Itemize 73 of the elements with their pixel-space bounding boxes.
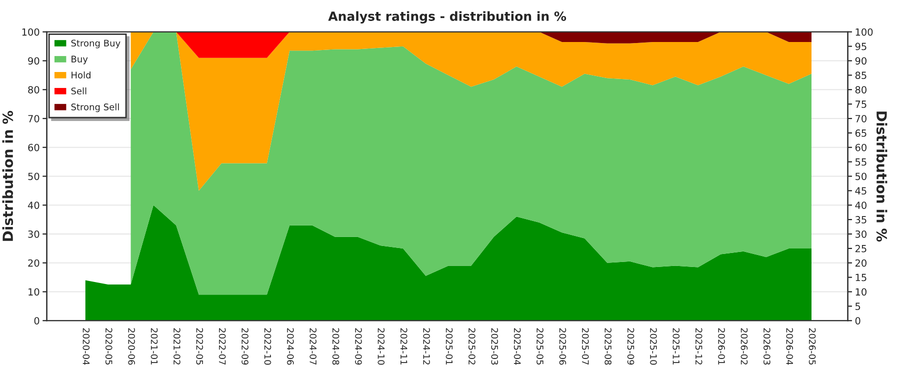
x-tick-label: 2020-06 xyxy=(128,328,135,365)
y2-tick-label: 65 xyxy=(855,129,866,137)
x-tick-label: 2026-05 xyxy=(808,328,816,364)
y2-tick-label: 60 xyxy=(855,144,866,152)
y-tick-label: 20 xyxy=(28,259,40,267)
x-tick-label: 2021-01 xyxy=(150,328,158,364)
x-tick-label: 2020-05 xyxy=(105,328,112,364)
x-tick-label: 2022-10 xyxy=(264,328,272,365)
y-tick-label: 90 xyxy=(28,57,40,65)
y2-tick-label: 70 xyxy=(856,114,866,122)
y2-tick-label: 40 xyxy=(855,202,866,209)
chart-title: Analyst ratings - distribution in % xyxy=(328,11,566,24)
y2-tick-label: 20 xyxy=(855,259,866,267)
x-tick-label: 2025-03 xyxy=(491,328,498,365)
y2-tick-label: 25 xyxy=(855,244,866,252)
y-tick-label: 40 xyxy=(28,202,40,209)
y2-tick-label: 5 xyxy=(855,302,860,310)
x-tick-label: 2020-04 xyxy=(82,328,90,365)
x-tick-label: 2026-04 xyxy=(786,328,794,365)
x-tick-label: 2024-12 xyxy=(423,328,430,364)
x-tick-label: 2025-09 xyxy=(627,328,634,365)
y2-tick-label: 85 xyxy=(855,72,866,80)
y-tick-label: 60 xyxy=(28,144,40,152)
x-tick-label: 2025-12 xyxy=(695,328,702,364)
x-tick-label: 2022-09 xyxy=(242,328,248,365)
y2-tick-label: 95 xyxy=(855,42,866,50)
y2-tick-label: 100 xyxy=(856,28,873,36)
x-tick-label: 2021-02 xyxy=(174,328,180,364)
y2-tick-label: 15 xyxy=(856,274,866,282)
y2-axis-title: Distribution in % xyxy=(876,112,888,242)
legend-label: Sell xyxy=(71,87,86,94)
x-tick-label: 2024-11 xyxy=(400,328,408,364)
y2-tick-label: 10 xyxy=(856,288,866,296)
x-tick-label: 2022-05 xyxy=(196,328,204,364)
y-tick-label: 0 xyxy=(34,317,40,324)
x-tick-label: 2025-11 xyxy=(672,328,680,364)
y-tick-label: 30 xyxy=(28,230,40,238)
legend-label: Hold xyxy=(72,71,90,78)
y-axis-title: Distribution in % xyxy=(2,110,14,241)
x-tick-label: 2024-07 xyxy=(310,328,316,365)
x-tick-label: 2025-04 xyxy=(514,328,521,365)
x-tick-label: 2025-05 xyxy=(536,328,544,364)
y-tick-label: 70 xyxy=(28,114,40,122)
y2-tick-label: 55 xyxy=(855,158,866,166)
y2-tick-label: 0 xyxy=(855,317,860,324)
x-tick-label: 2026-02 xyxy=(740,328,748,364)
x-tick-label: 2025-07 xyxy=(582,328,589,365)
x-tick-label: 2025-08 xyxy=(604,328,612,365)
y2-tick-label: 80 xyxy=(855,86,866,94)
y-tick-label: 80 xyxy=(28,86,40,94)
x-tick-label: 2024-06 xyxy=(286,328,294,365)
x-tick-label: 2026-03 xyxy=(763,328,770,365)
x-tick-label: 2024-08 xyxy=(332,328,340,365)
x-tick-label: 2025-10 xyxy=(650,328,657,365)
x-tick-label: 2025-01 xyxy=(446,328,453,364)
y-tick-label: 100 xyxy=(22,28,40,36)
x-tick-label: 2025-02 xyxy=(468,328,476,364)
y2-tick-label: 45 xyxy=(855,187,866,195)
legend-label: Strong Sell xyxy=(71,103,119,112)
y-tick-label: 50 xyxy=(28,172,40,180)
y2-tick-label: 90 xyxy=(855,57,866,65)
legend-label: Strong Buy xyxy=(71,40,120,48)
x-tick-label: 2024-10 xyxy=(378,328,385,365)
x-tick-label: 2022-07 xyxy=(218,328,226,365)
y2-tick-label: 75 xyxy=(856,100,866,108)
x-tick-label: 2024-09 xyxy=(355,328,362,365)
legend-label: Buy xyxy=(72,56,88,64)
y-tick-label: 10 xyxy=(28,288,40,296)
x-tick-label: 2025-06 xyxy=(559,328,566,365)
x-tick-label: 2026-01 xyxy=(718,328,725,364)
y2-tick-label: 30 xyxy=(855,230,866,238)
y2-tick-label: 50 xyxy=(855,172,866,180)
y2-tick-label: 35 xyxy=(855,216,866,224)
